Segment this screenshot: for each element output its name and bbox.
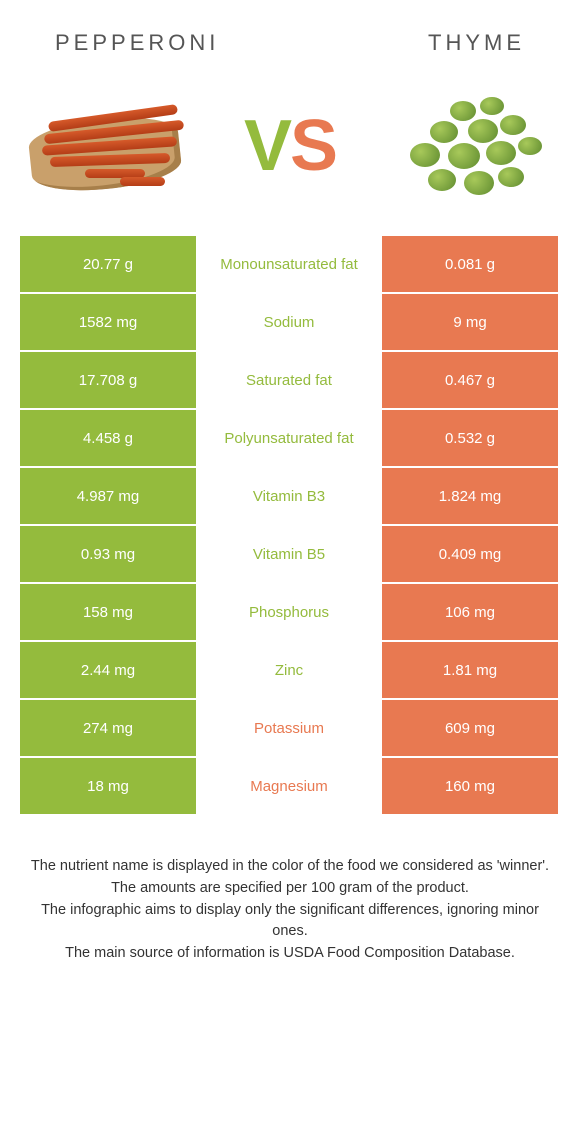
- nutrient-label: Vitamin B5: [196, 526, 382, 582]
- left-value: 1582 mg: [20, 294, 196, 350]
- right-value: 0.467 g: [382, 352, 558, 408]
- right-value: 1.824 mg: [382, 468, 558, 524]
- header-left-title: Pepperoni: [55, 30, 219, 56]
- pepperoni-image: [25, 86, 195, 206]
- nutrient-label: Monounsaturated fat: [196, 236, 382, 292]
- table-row: 18 mgMagnesium160 mg: [20, 758, 560, 814]
- left-value: 4.458 g: [20, 410, 196, 466]
- left-value: 18 mg: [20, 758, 196, 814]
- table-row: 2.44 mgZinc1.81 mg: [20, 642, 560, 698]
- nutrient-label: Magnesium: [196, 758, 382, 814]
- nutrient-label: Potassium: [196, 700, 382, 756]
- left-value: 20.77 g: [20, 236, 196, 292]
- table-row: 1582 mgSodium9 mg: [20, 294, 560, 350]
- table-row: 0.93 mgVitamin B50.409 mg: [20, 526, 560, 582]
- header: Pepperoni Thyme: [0, 0, 580, 66]
- footer-line: The nutrient name is displayed in the co…: [28, 856, 552, 878]
- left-value: 158 mg: [20, 584, 196, 640]
- footer-line: The amounts are specified per 100 gram o…: [28, 878, 552, 900]
- right-value: 0.532 g: [382, 410, 558, 466]
- table-row: 4.458 gPolyunsaturated fat0.532 g: [20, 410, 560, 466]
- nutrient-label: Phosphorus: [196, 584, 382, 640]
- left-value: 17.708 g: [20, 352, 196, 408]
- nutrient-label: Zinc: [196, 642, 382, 698]
- thyme-image: [385, 86, 555, 206]
- nutrient-label: Polyunsaturated fat: [196, 410, 382, 466]
- right-value: 609 mg: [382, 700, 558, 756]
- table-row: 17.708 gSaturated fat0.467 g: [20, 352, 560, 408]
- right-value: 9 mg: [382, 294, 558, 350]
- nutrient-label: Vitamin B3: [196, 468, 382, 524]
- left-value: 2.44 mg: [20, 642, 196, 698]
- footer-line: The main source of information is USDA F…: [28, 943, 552, 965]
- vs-label: VS: [244, 110, 336, 182]
- right-value: 0.409 mg: [382, 526, 558, 582]
- right-value: 160 mg: [382, 758, 558, 814]
- left-value: 4.987 mg: [20, 468, 196, 524]
- comparison-table: 20.77 gMonounsaturated fat0.081 g1582 mg…: [20, 236, 560, 814]
- footer-line: The infographic aims to display only the…: [28, 900, 552, 944]
- table-row: 20.77 gMonounsaturated fat0.081 g: [20, 236, 560, 292]
- right-value: 106 mg: [382, 584, 558, 640]
- hero-row: VS: [0, 66, 580, 236]
- vs-s: S: [290, 106, 336, 186]
- left-value: 0.93 mg: [20, 526, 196, 582]
- table-row: 274 mgPotassium609 mg: [20, 700, 560, 756]
- table-row: 158 mgPhosphorus106 mg: [20, 584, 560, 640]
- right-value: 1.81 mg: [382, 642, 558, 698]
- footer-notes: The nutrient name is displayed in the co…: [0, 816, 580, 965]
- nutrient-label: Sodium: [196, 294, 382, 350]
- header-right-title: Thyme: [428, 30, 525, 56]
- nutrient-label: Saturated fat: [196, 352, 382, 408]
- table-row: 4.987 mgVitamin B31.824 mg: [20, 468, 560, 524]
- vs-v: V: [244, 106, 290, 186]
- right-value: 0.081 g: [382, 236, 558, 292]
- left-value: 274 mg: [20, 700, 196, 756]
